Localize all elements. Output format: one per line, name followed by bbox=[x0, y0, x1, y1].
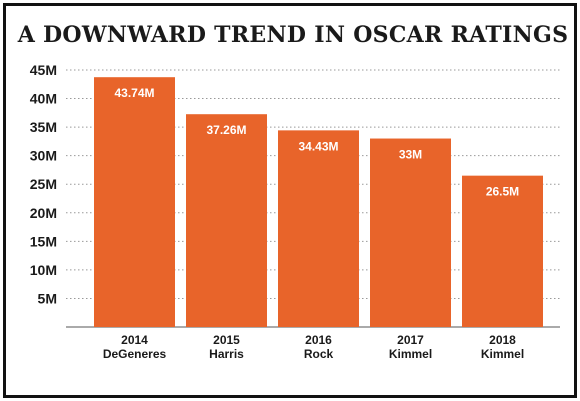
bar bbox=[462, 175, 543, 327]
x-tick-label: Kimmel bbox=[481, 347, 524, 361]
bar bbox=[186, 114, 267, 327]
data-label: 34.43M bbox=[298, 139, 338, 153]
y-tick-label: 5M bbox=[38, 290, 57, 306]
y-tick-label: 25M bbox=[30, 176, 57, 192]
data-label: 37.26M bbox=[206, 123, 246, 137]
y-tick-label: 10M bbox=[30, 262, 57, 278]
x-tick-label: 2016 bbox=[305, 333, 332, 347]
y-axis-ticks: 5M 10M 15M 20M 25M 30M 35M 40M 45M bbox=[30, 62, 57, 306]
x-tick-label: 2014 bbox=[121, 333, 148, 347]
x-tick-label: Kimmel bbox=[389, 347, 432, 361]
y-tick-label: 45M bbox=[30, 62, 57, 78]
y-tick-label: 15M bbox=[30, 233, 57, 249]
x-axis-ticks: 2014DeGeneres2015Harris2016Rock2017Kimme… bbox=[103, 333, 524, 361]
y-tick-label: 35M bbox=[30, 119, 57, 135]
x-tick-label: Rock bbox=[304, 347, 334, 361]
y-tick-label: 40M bbox=[30, 91, 57, 107]
x-tick-label: 2015 bbox=[213, 333, 240, 347]
data-labels: 43.74M 37.26M 34.43M 33M 26.5M bbox=[114, 86, 519, 198]
bar bbox=[370, 138, 451, 327]
data-label: 43.74M bbox=[114, 86, 154, 100]
y-tick-label: 20M bbox=[30, 205, 57, 221]
bars bbox=[94, 77, 543, 327]
x-tick-label: DeGeneres bbox=[103, 347, 167, 361]
data-label: 33M bbox=[399, 148, 422, 162]
y-tick-label: 30M bbox=[30, 148, 57, 164]
bar bbox=[94, 77, 175, 327]
bar bbox=[278, 130, 359, 327]
x-tick-label: 2018 bbox=[489, 333, 516, 347]
chart-title: A DOWNWARD TREND IN OSCAR RATINGS bbox=[17, 22, 569, 48]
x-tick-label: 2017 bbox=[397, 333, 424, 347]
data-label: 26.5M bbox=[486, 185, 519, 199]
x-tick-label: Harris bbox=[209, 347, 244, 361]
